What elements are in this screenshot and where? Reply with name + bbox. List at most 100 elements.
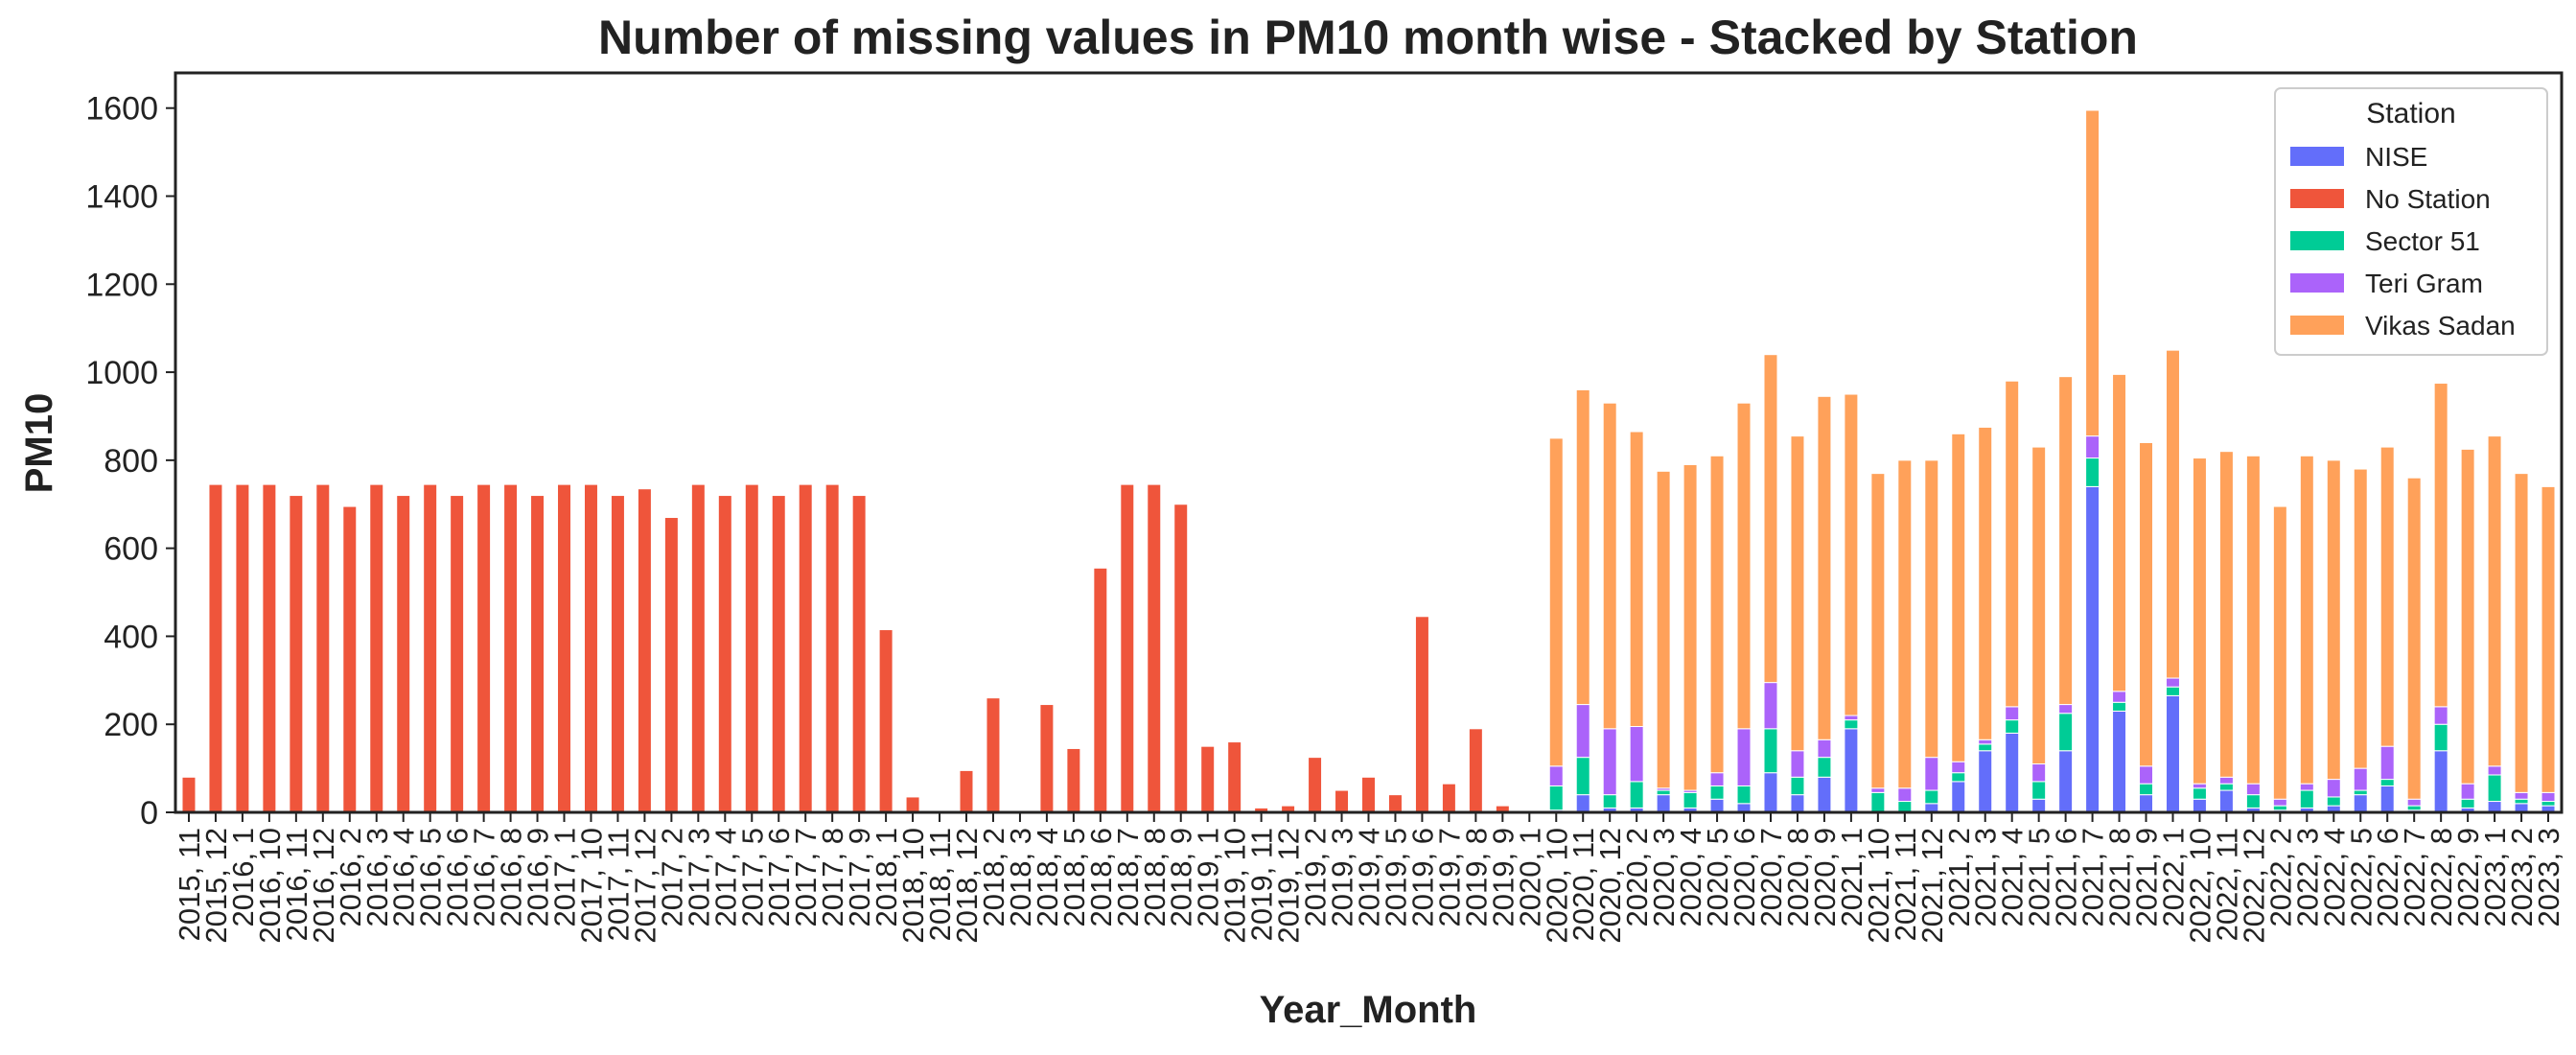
bar-segment (2272, 505, 2287, 800)
bar-segment (1817, 395, 1832, 740)
legend-label: Vikas Sadan (2365, 311, 2516, 340)
bar-segment (1736, 785, 1752, 805)
bar-segment (1602, 794, 1617, 809)
bar-segment (1683, 791, 1698, 809)
x-tick-label: 2016, 6 (441, 828, 475, 926)
x-tick-label: 2022, 2 (2263, 828, 2297, 926)
y-tick-label: 200 (104, 707, 158, 743)
x-tick-label: 2017, 4 (708, 828, 742, 926)
bar-segment (2166, 694, 2180, 813)
bar-segment (2326, 459, 2341, 781)
bar-segment (2353, 767, 2368, 791)
bar-segment (1093, 567, 1108, 813)
x-tick-label: 2020, 7 (1754, 828, 1788, 926)
bar-segment (2487, 765, 2502, 776)
bar-segment (2005, 380, 2020, 708)
x-tick-label: 2022, 6 (2371, 828, 2404, 926)
x-tick-label: 2016, 9 (522, 828, 555, 926)
bar-segment (1548, 437, 1564, 767)
x-tick-label: 2021, 2 (1942, 828, 1976, 926)
x-tick-label: 2016, 7 (468, 828, 501, 926)
x-tick-label: 2017, 5 (735, 828, 769, 926)
bar-segment (2541, 791, 2556, 803)
bar-segment (1173, 504, 1189, 813)
x-tick-label: 2018, 10 (896, 828, 930, 944)
x-tick-label: 2022, 12 (2237, 828, 2270, 944)
bar-segment (2031, 798, 2047, 813)
bar-segment (2487, 801, 2502, 813)
bar-segment (2139, 794, 2154, 813)
bar-segment (2272, 798, 2287, 807)
bar-segment (2112, 373, 2127, 692)
bar-segment (1683, 463, 1698, 791)
bar-segment (2166, 686, 2180, 696)
x-tick-label: 2017, 2 (655, 828, 688, 926)
bar-segment (2299, 455, 2314, 785)
bar-segment (1924, 459, 1939, 759)
bar-segment (583, 483, 598, 813)
x-tick-label: 2016, 5 (414, 828, 448, 926)
x-tick-label: 2020, 6 (1728, 828, 1761, 926)
bar-segment (1978, 743, 1993, 752)
x-tick-label: 2020, 9 (1808, 828, 1842, 926)
x-tick-label: 2018, 9 (1165, 828, 1198, 926)
y-tick-label: 0 (140, 795, 158, 832)
x-tick-label: 2017, 9 (843, 828, 876, 926)
bar-segment (2433, 723, 2448, 752)
bar-segment (2487, 435, 2502, 767)
bar-segment (235, 483, 250, 813)
x-tick-label: 2021, 1 (1835, 828, 1868, 926)
bar-segment (1387, 794, 1403, 813)
bar-segment (1897, 801, 1913, 813)
bar-segment (557, 483, 572, 813)
bar-segment (744, 483, 759, 813)
legend-label: Sector 51 (2365, 226, 2480, 256)
bar-segment (610, 495, 625, 813)
y-axis: 0 200 400 600 800 1000 1200 1400 1600 (85, 91, 175, 832)
bar-segment (2031, 763, 2047, 783)
y-tick-label: 600 (104, 531, 158, 568)
bar-segment (2406, 805, 2422, 811)
bar-segment (2379, 446, 2395, 747)
x-tick-label: 2019, 8 (1459, 828, 1493, 926)
x-tick-label: 2022, 3 (2290, 828, 2324, 926)
x-tick-label: 2019, 12 (1272, 828, 1306, 944)
x-tick-label: 2017, 6 (762, 828, 796, 926)
legend-swatch (2290, 147, 2344, 166)
x-tick-label: 2021, 11 (1889, 828, 1922, 941)
bar-segment (1870, 791, 1886, 813)
bar-segment (1790, 750, 1805, 778)
bar-segment (2353, 468, 2368, 769)
bar-segment (530, 495, 545, 813)
bars-layer (181, 109, 2556, 813)
bar-segment (1978, 738, 1993, 745)
bar-segment (824, 483, 840, 813)
x-tick-label: 2019, 10 (1218, 828, 1252, 944)
bar-segment (1736, 728, 1752, 786)
x-tick-label: 2021, 12 (1915, 828, 1949, 944)
bar-segment (476, 483, 492, 813)
x-tick-label: 2019, 5 (1379, 828, 1412, 926)
x-tick-label: 2022, 4 (2317, 828, 2351, 926)
bar-segment (1120, 483, 1135, 813)
bar-segment (1548, 785, 1564, 811)
bar-segment (2085, 109, 2100, 437)
bar-segment (1575, 704, 1590, 759)
legend-swatch (2290, 273, 2344, 293)
bar-segment (396, 495, 411, 813)
bar-segment (2460, 798, 2475, 809)
bar-segment (1978, 750, 1993, 813)
legend-swatch (2290, 231, 2344, 250)
bar-segment (1147, 483, 1162, 813)
y-axis-label: PM10 (18, 393, 60, 494)
bar-segment (1709, 772, 1725, 786)
x-tick-label: 2018, 1 (870, 828, 903, 926)
x-tick-label: 2019, 9 (1486, 828, 1520, 926)
bar-segment (1066, 747, 1081, 813)
bar-segment (1951, 761, 1966, 774)
x-tick-label: 2017, 12 (628, 828, 661, 944)
x-tick-label: 2020, 2 (1620, 828, 1654, 926)
x-tick-label: 2016, 11 (280, 828, 313, 941)
bar-segment (2541, 485, 2556, 793)
bar-segment (2514, 791, 2529, 800)
